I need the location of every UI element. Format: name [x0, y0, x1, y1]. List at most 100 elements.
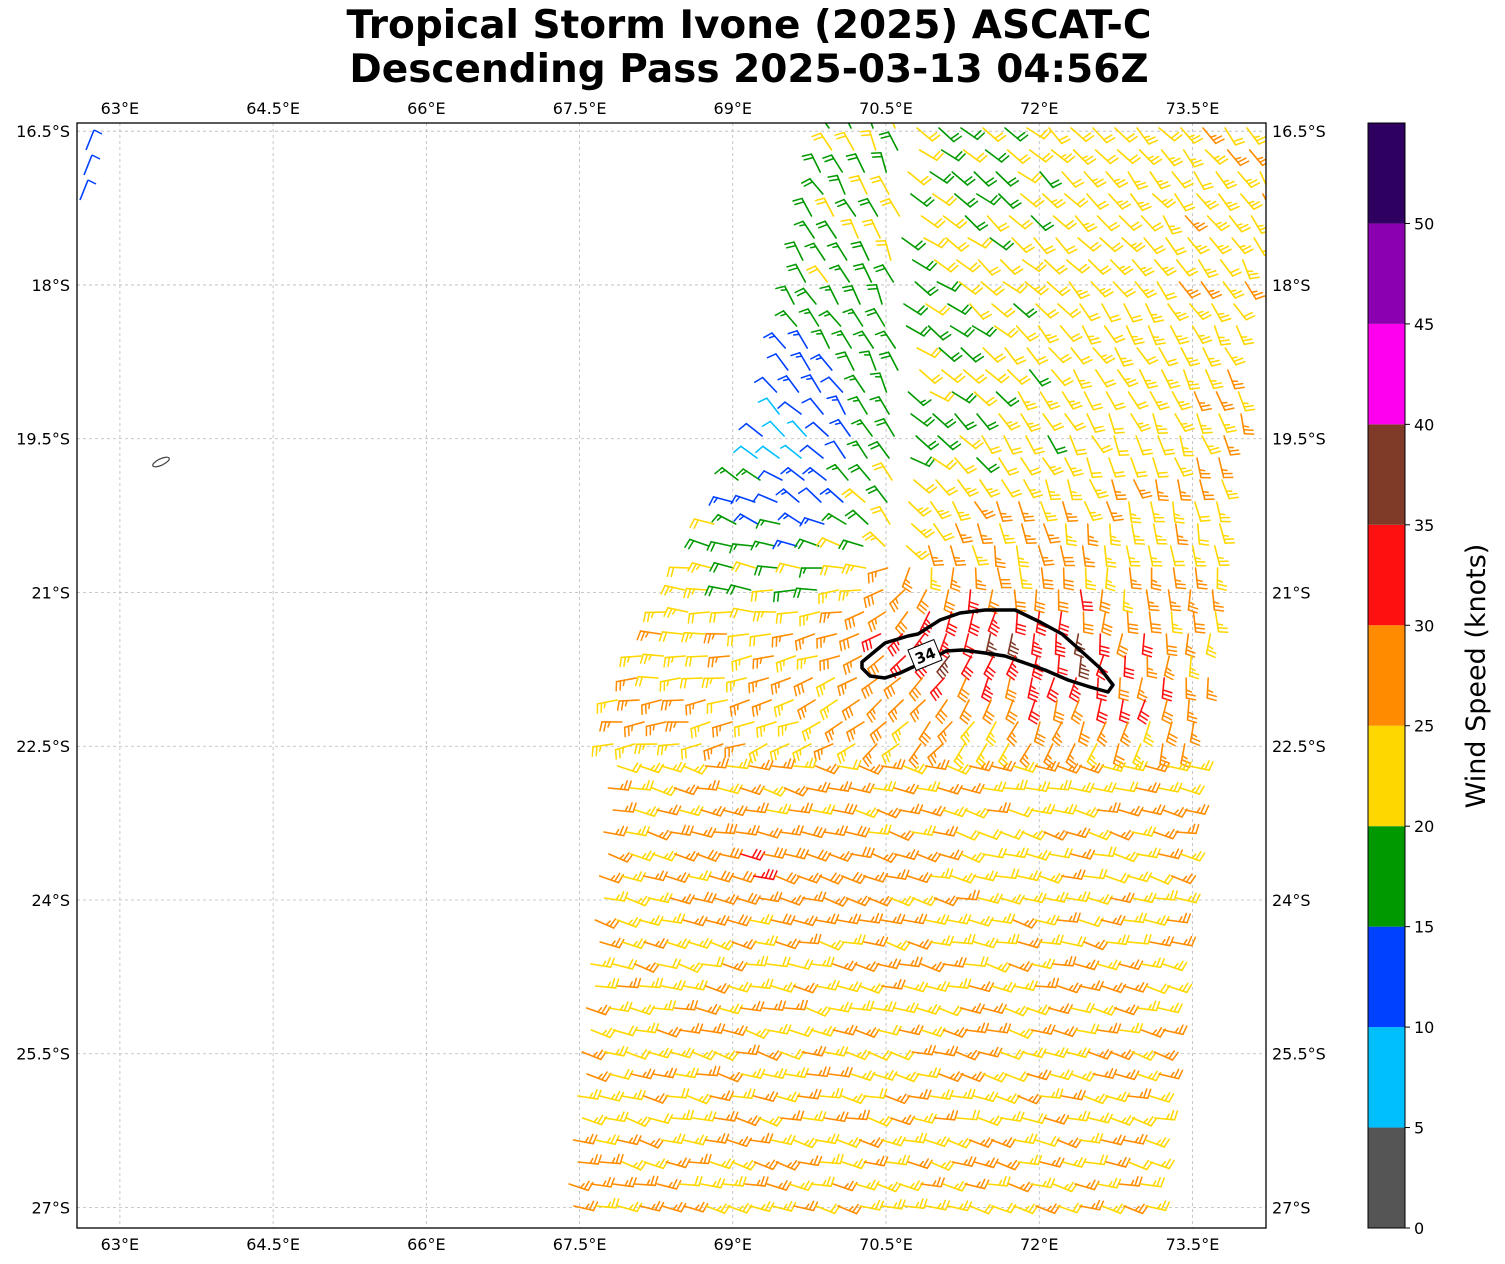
- wind-barb: [1157, 781, 1183, 793]
- wind-barb: [960, 852, 986, 863]
- colorbar-segment: [1368, 725, 1405, 827]
- wind-barb: [969, 303, 993, 320]
- wind-barb: [1149, 391, 1170, 411]
- wind-barb: [1035, 303, 1059, 319]
- wind-barb: [703, 632, 728, 644]
- wind-barb: [1199, 479, 1215, 501]
- wind-barb: [643, 1158, 669, 1170]
- wind-barb: [837, 1203, 863, 1215]
- wind-barb: [836, 759, 862, 771]
- wind-barb: [669, 893, 695, 905]
- wind-barb: [590, 1176, 615, 1188]
- wind-barb: [907, 939, 933, 950]
- wind-barb: [814, 763, 841, 775]
- wind-barb: [991, 1202, 1017, 1214]
- wind-barb: [753, 935, 779, 947]
- wind-barb: [1130, 193, 1152, 212]
- wind-barb: [999, 1049, 1025, 1060]
- wind-barb: [867, 1050, 893, 1061]
- wind-barb: [1028, 149, 1054, 163]
- colorbar-segment: [1368, 1127, 1405, 1228]
- wind-barb: [954, 457, 977, 474]
- wind-barb: [1043, 1047, 1069, 1058]
- wind-barb: [1194, 567, 1208, 590]
- wind-barb: [1087, 894, 1113, 905]
- wind-barb: [683, 587, 708, 599]
- wind-barb: [1074, 1179, 1100, 1191]
- wind-barb: [1034, 1136, 1060, 1147]
- wind-barb: [1157, 435, 1176, 456]
- wind-barb: [927, 743, 944, 767]
- wind-barb: [1184, 633, 1196, 658]
- wind-barb: [838, 539, 864, 551]
- wind-barb: [1027, 677, 1040, 703]
- wind-barb: [1165, 721, 1178, 747]
- wind-barb: [1078, 1132, 1104, 1144]
- wind-barb: [731, 1159, 757, 1171]
- wind-barb: [696, 849, 722, 862]
- wind-barb: [1153, 828, 1179, 840]
- wind-barb: [955, 259, 981, 273]
- wind-barb: [1167, 589, 1182, 612]
- wind-barb: [1146, 655, 1158, 679]
- colorbar: 0 5 10 15 20 25 30 35 40 45 50: [1367, 122, 1434, 1238]
- wind-barb: [1144, 761, 1170, 773]
- wind-barb: [841, 934, 866, 945]
- wind-barb: [647, 1113, 674, 1124]
- wind-barb: [1070, 1070, 1096, 1082]
- wind-barb: [1186, 699, 1198, 724]
- wind-barb: [814, 913, 840, 925]
- wind-barb: [1086, 413, 1106, 433]
- wind-barb: [1189, 303, 1212, 321]
- wind-barb: [1180, 850, 1206, 862]
- wind-barb: [937, 721, 953, 745]
- title-line-1: Tropical Storm Ivone (2025) ASCAT-C: [346, 3, 1152, 48]
- wind-barb: [959, 699, 972, 725]
- wind-barb: [908, 501, 932, 517]
- wind-barb: [678, 805, 704, 817]
- wind-barb: [749, 633, 772, 647]
- wind-barb: [660, 1133, 686, 1145]
- wind-barb: [1046, 281, 1071, 297]
- wind-barb: [1223, 435, 1241, 456]
- wind-barb: [1062, 567, 1075, 591]
- wind-barb: [984, 149, 1010, 163]
- lon-tick-label-top: 64.5°E: [246, 99, 300, 118]
- wind-barb: [959, 783, 985, 794]
- wind-barb: [1006, 655, 1019, 681]
- wind-barb: [735, 1044, 760, 1056]
- wind-barb: [842, 655, 863, 675]
- wind-barb: [1216, 501, 1232, 523]
- wind-barb: [625, 1049, 651, 1060]
- wind-barb: [568, 1180, 594, 1192]
- wind-barb: [990, 913, 1016, 924]
- wind-barb: [1037, 325, 1060, 344]
- wind-barb: [810, 1025, 836, 1037]
- wind-barb: [1152, 193, 1176, 209]
- wind-barb: [990, 981, 1017, 993]
- wind-barb: [941, 369, 966, 384]
- wind-barb: [870, 123, 874, 129]
- wind-barb: [83, 154, 101, 176]
- wind-barb: [669, 1047, 695, 1059]
- wind-barb: [1174, 523, 1189, 546]
- wind-barb: [1140, 1176, 1165, 1188]
- wind-barb: [1183, 369, 1201, 390]
- wind-barb: [787, 329, 809, 349]
- wind-barb: [1013, 1203, 1039, 1215]
- wind-barb: [594, 918, 620, 929]
- wind-barb: [1140, 1027, 1166, 1038]
- wind-barb: [753, 1159, 779, 1171]
- wind-barb: [874, 330, 897, 349]
- wind-barb: [757, 397, 780, 415]
- wind-barb: [990, 760, 1016, 772]
- wind-barb: [1148, 611, 1162, 634]
- wind-barb: [1162, 807, 1188, 818]
- wind-barb: [1090, 281, 1114, 298]
- wind-barb: [1006, 149, 1031, 164]
- wind-barb: [925, 1199, 951, 1211]
- lon-tick-label-top: 69°E: [714, 99, 752, 118]
- wind-barb: [1083, 939, 1109, 951]
- wind-barb: [616, 917, 642, 928]
- wind-barb: [844, 611, 865, 631]
